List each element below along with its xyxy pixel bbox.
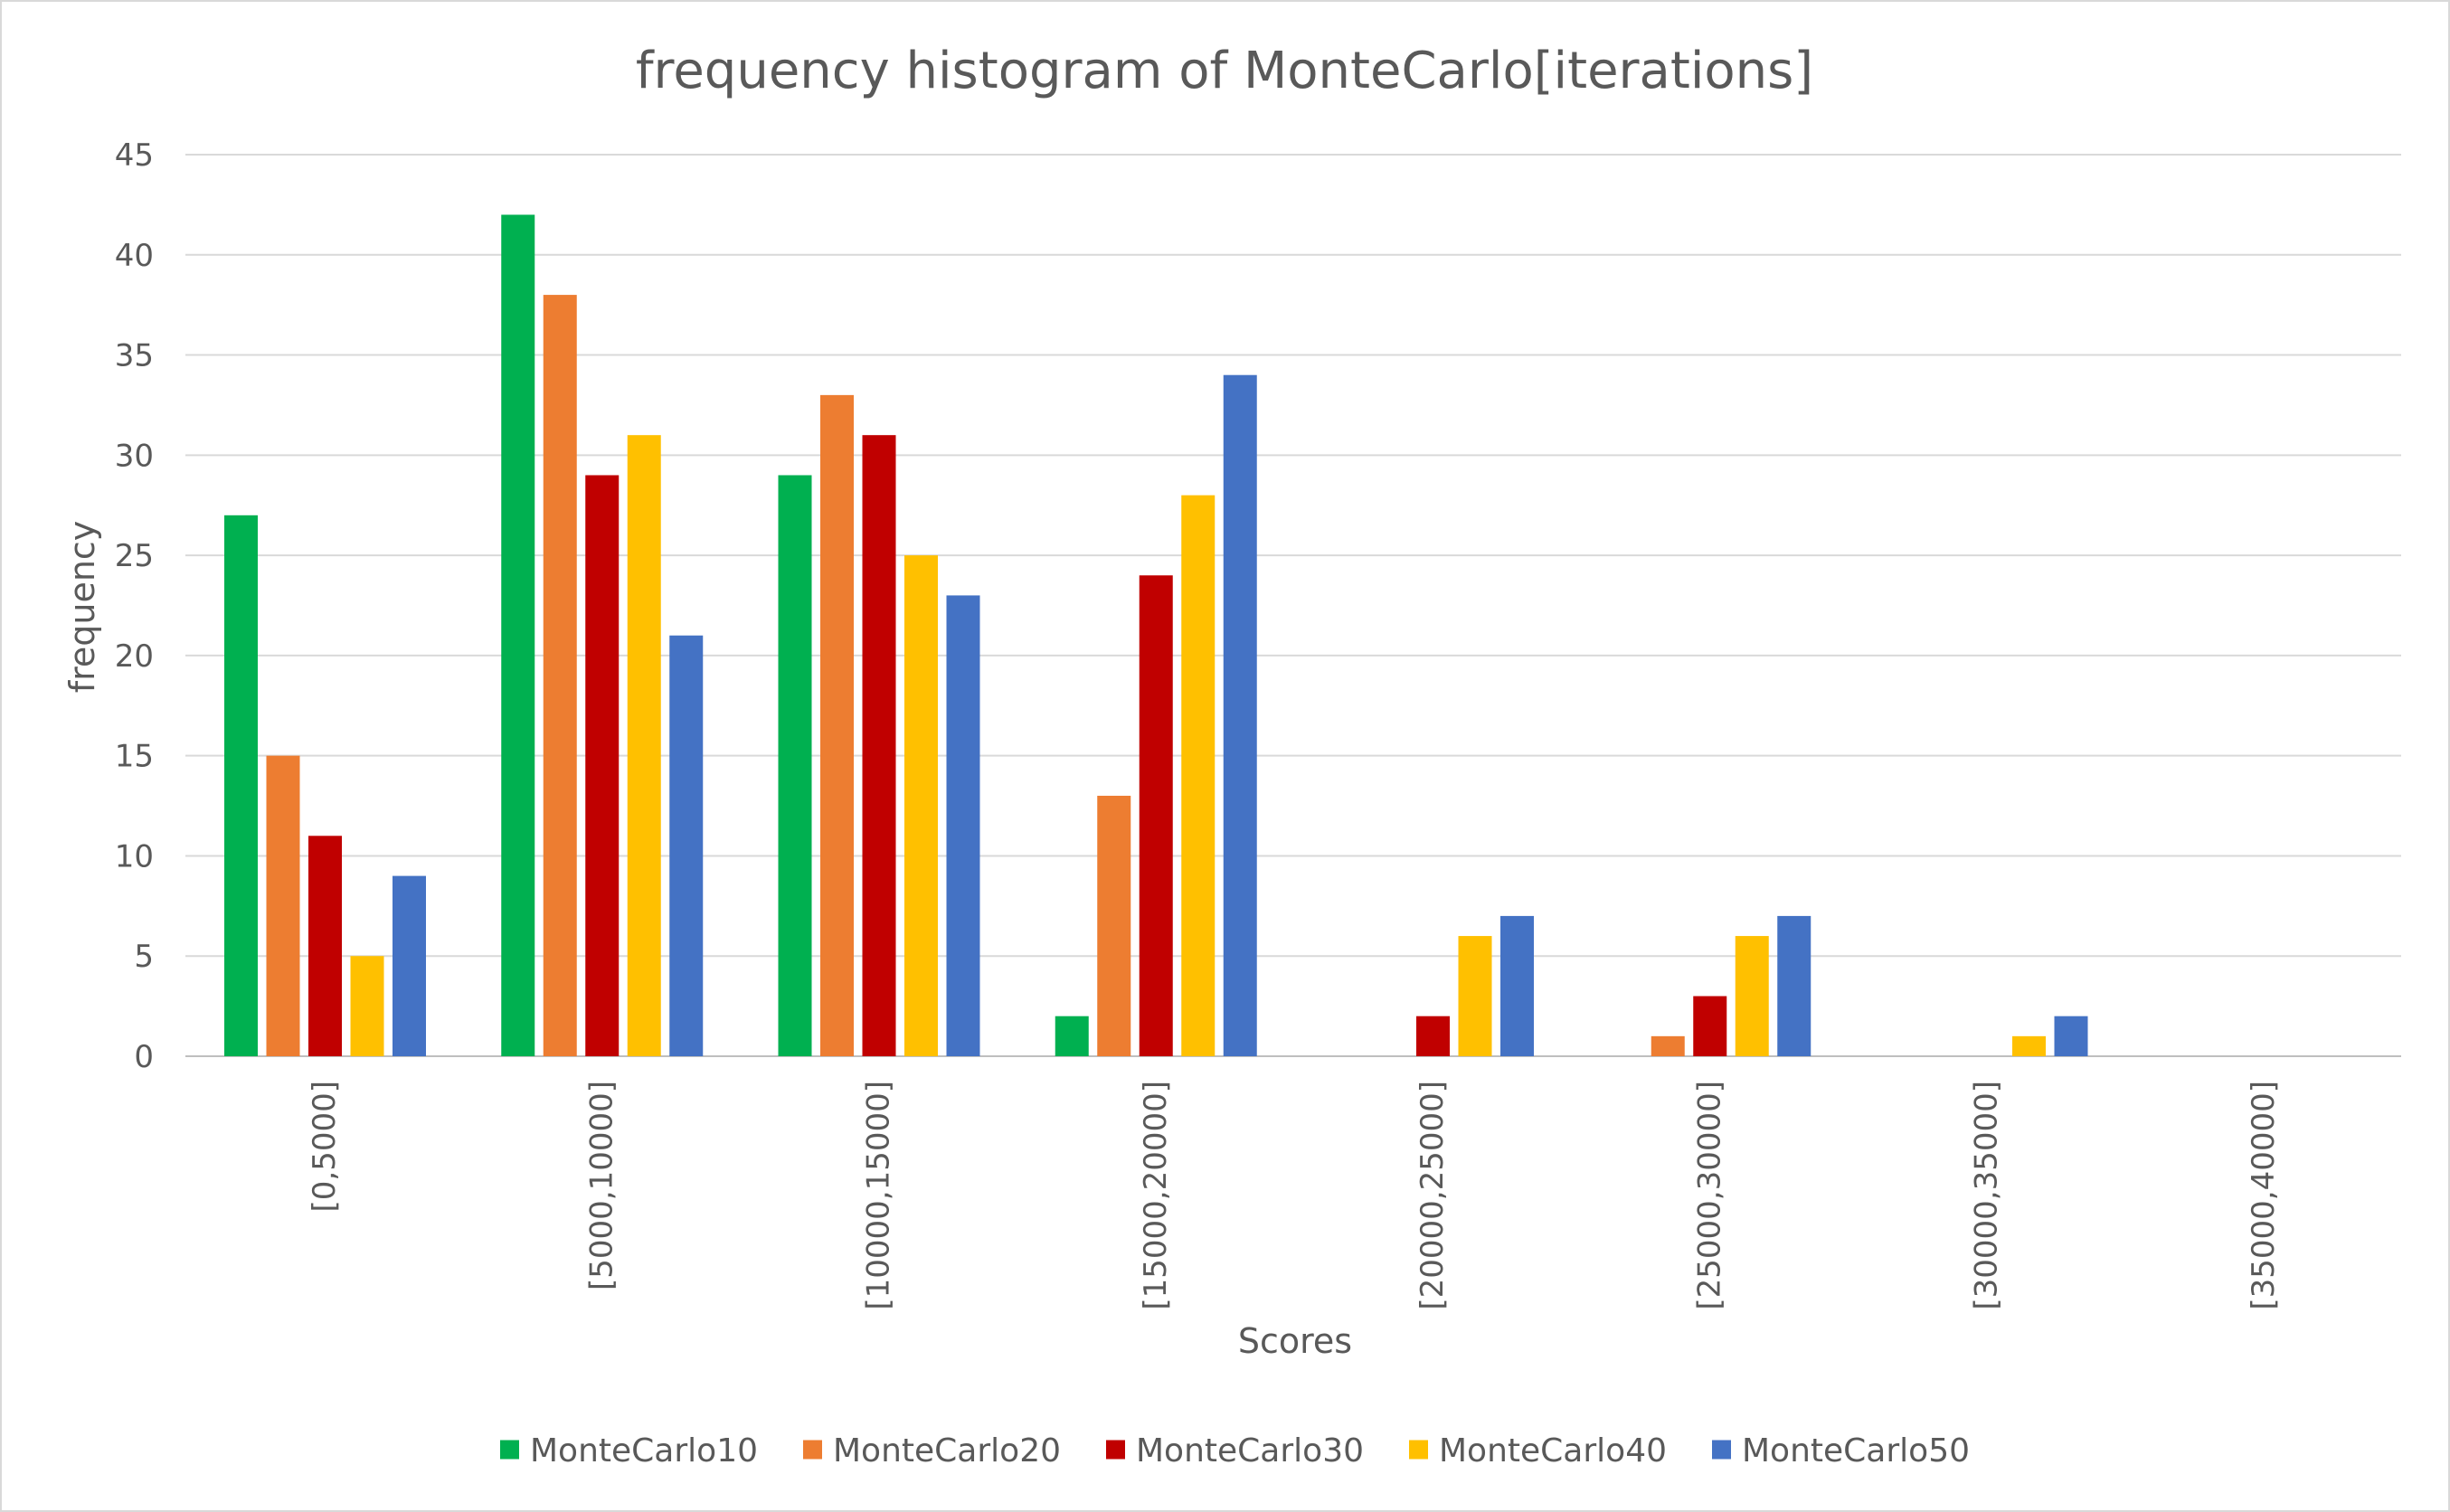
bar-MonteCarlo50-4 — [1500, 915, 1534, 1056]
bar-MonteCarlo30-5 — [1693, 996, 1727, 1056]
bar-MonteCarlo20-2 — [820, 394, 854, 1056]
legend-label: MonteCarlo20 — [833, 1432, 1061, 1469]
bar-MonteCarlo50-5 — [1777, 915, 1811, 1056]
y-tick-label: 30 — [115, 438, 154, 474]
bar-MonteCarlo50-3 — [1223, 374, 1257, 1056]
bar-MonteCarlo20-1 — [543, 295, 577, 1057]
bar-MonteCarlo40-4 — [1458, 936, 1492, 1056]
legend-swatch — [1106, 1440, 1125, 1460]
y-axis-ticks: 0 5 10 15 20 25 30 35 40 45 — [115, 137, 154, 1075]
y-axis-title: frequency — [62, 521, 102, 694]
bar-MonteCarlo30-0 — [308, 836, 342, 1056]
x-tick-label: [25000,30000] — [1691, 1081, 1727, 1310]
legend-label: MonteCarlo30 — [1136, 1432, 1364, 1469]
bar-MonteCarlo30-1 — [585, 475, 620, 1056]
x-tick-label: [5000,10000] — [583, 1081, 620, 1290]
y-tick-label: 0 — [134, 1039, 154, 1075]
y-tick-label: 5 — [134, 939, 154, 975]
chart-title: frequency histogram of MonteCarlo[iterat… — [636, 42, 1813, 100]
y-tick-label: 15 — [115, 739, 154, 775]
bar-MonteCarlo10-3 — [1055, 1016, 1089, 1056]
y-tick-label: 45 — [115, 137, 154, 174]
y-tick-label: 25 — [115, 538, 154, 574]
x-tick-label: [0,5000] — [307, 1081, 343, 1213]
bar-MonteCarlo30-4 — [1416, 1016, 1450, 1056]
legend-label: MonteCarlo10 — [530, 1432, 758, 1469]
legend-swatch — [1409, 1440, 1428, 1460]
y-tick-label: 40 — [115, 238, 154, 274]
bar-MonteCarlo20-5 — [1651, 1035, 1685, 1056]
bar-MonteCarlo40-0 — [350, 956, 384, 1056]
bar-MonteCarlo40-1 — [627, 435, 661, 1057]
y-tick-label: 35 — [115, 338, 154, 374]
legend-label: MonteCarlo40 — [1439, 1432, 1667, 1469]
legend: MonteCarlo10 MonteCarlo20 MonteCarlo30 Mont… — [500, 1432, 1970, 1469]
bar-MonteCarlo40-6 — [2012, 1035, 2046, 1056]
bar-MonteCarlo20-3 — [1097, 795, 1131, 1056]
x-tick-label: [35000,40000] — [2246, 1081, 2282, 1310]
legend-swatch — [803, 1440, 822, 1460]
bar-MonteCarlo50-1 — [669, 635, 704, 1056]
bars — [224, 214, 2088, 1057]
bar-MonteCarlo40-2 — [904, 555, 938, 1056]
bar-MonteCarlo10-0 — [224, 515, 258, 1056]
x-tick-label: [30000,35000] — [1969, 1081, 2005, 1310]
bar-MonteCarlo10-1 — [501, 214, 535, 1056]
x-tick-label: [10000,15000] — [861, 1081, 897, 1310]
y-tick-label: 10 — [115, 838, 154, 874]
bar-MonteCarlo50-6 — [2054, 1016, 2088, 1056]
bar-MonteCarlo30-3 — [1139, 575, 1173, 1056]
bar-MonteCarlo50-0 — [393, 875, 426, 1056]
legend-label: MonteCarlo50 — [1742, 1432, 1970, 1469]
x-tick-label: [15000,20000] — [1138, 1081, 1174, 1310]
bar-MonteCarlo40-5 — [1735, 936, 1769, 1056]
bar-MonteCarlo20-0 — [266, 755, 300, 1056]
legend-swatch — [500, 1440, 519, 1460]
bar-MonteCarlo50-2 — [946, 595, 980, 1056]
x-axis-ticks: [0,5000] [5000,10000] [10000,15000] [15000,… — [307, 1081, 2282, 1310]
x-axis-title: Scores — [1238, 1321, 1352, 1361]
x-tick-label: [20000,25000] — [1414, 1081, 1451, 1310]
bar-MonteCarlo10-2 — [778, 475, 812, 1056]
bar-MonteCarlo40-3 — [1181, 495, 1216, 1056]
bar-MonteCarlo30-2 — [862, 435, 896, 1057]
legend-swatch — [1712, 1440, 1731, 1460]
y-tick-label: 20 — [115, 638, 154, 675]
